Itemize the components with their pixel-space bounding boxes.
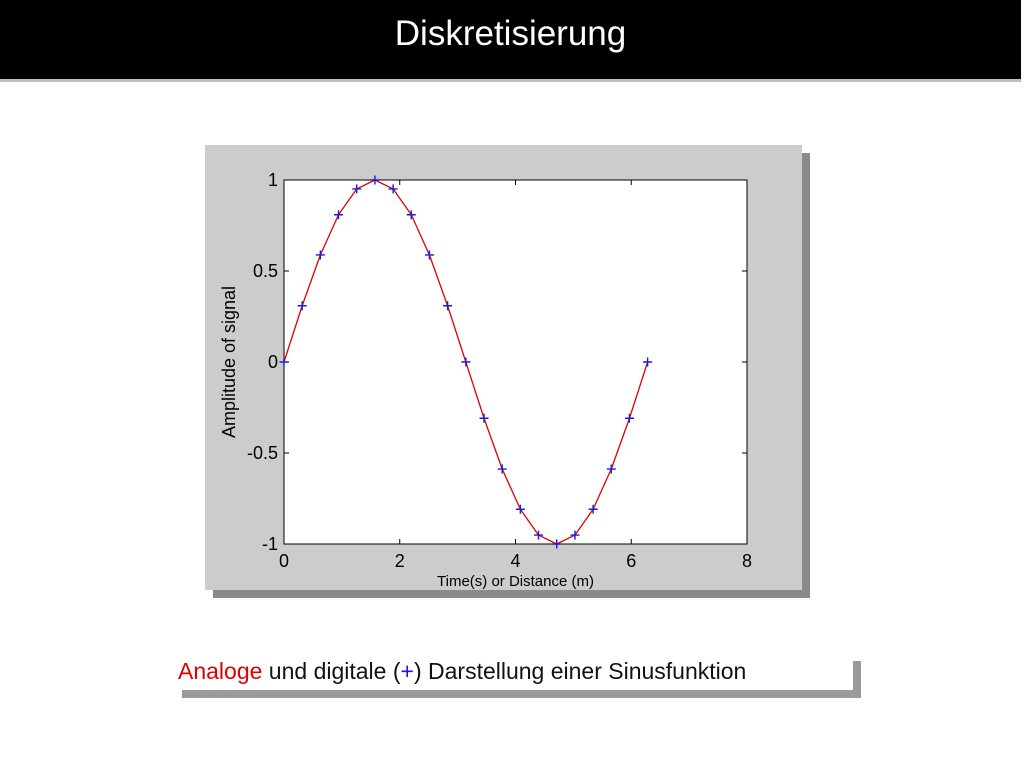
digital-sample-marker: [279, 357, 289, 367]
y-axis-label: Amplitude of signal: [219, 286, 239, 438]
x-tick-label: 0: [279, 551, 289, 571]
x-tick-label: 8: [742, 551, 752, 571]
digital-sample-marker: [461, 357, 471, 367]
y-tick-label: 0.5: [253, 261, 278, 281]
digital-sample-marker: [370, 175, 380, 185]
digital-sample-marker: [624, 413, 634, 423]
caption-end: ) Darstellung einer Sinusfunktion: [413, 658, 747, 684]
digital-sample-marker: [334, 210, 344, 220]
caption-plus-symbol: +: [400, 658, 414, 684]
digital-sample-marker: [315, 250, 325, 260]
y-tick-label: -1: [262, 534, 278, 554]
digital-sample-marker: [352, 184, 362, 194]
digital-sample-marker: [497, 464, 507, 474]
x-tick-label: 4: [510, 551, 520, 571]
plot-area: [283, 179, 748, 545]
digital-sample-marker: [515, 504, 525, 514]
digital-sample-marker: [570, 530, 580, 540]
digital-sample-marker: [643, 357, 653, 367]
x-tick-label: 6: [626, 551, 636, 571]
sine-chart: 0 2 4 6 8 -1 -0.5 0 0.5 1 Time(s) or Distance (m) A…: [219, 170, 752, 590]
y-tick-label: -0.5: [247, 443, 278, 463]
digital-sample-marker: [406, 210, 416, 220]
caption-box: Analoge und digitale (+) Darstellung ein…: [174, 655, 853, 690]
digital-sample-marker: [443, 301, 453, 311]
digital-sample-marker: [588, 504, 598, 514]
digital-sample-marker: [424, 250, 434, 260]
caption-middle: und digitale (: [262, 658, 401, 684]
digital-sample-marker: [479, 413, 489, 423]
x-axis-label: Time(s) or Distance (m): [437, 573, 594, 590]
y-tick-label: 0: [268, 352, 278, 372]
slide-title: Diskretisierung: [394, 14, 627, 53]
x-tick-label: 2: [395, 551, 405, 571]
digital-sample-marker: [552, 539, 562, 549]
digital-sample-marker: [297, 301, 307, 311]
digital-sample-marker: [606, 464, 616, 474]
figure-panel: 0 2 4 6 8 -1 -0.5 0 0.5 1 Time(s) or Distance (m) A…: [205, 145, 802, 590]
caption: Analoge und digitale (+) Darstellung ein…: [178, 658, 746, 685]
title-bar: Diskretisierung: [0, 0, 1021, 82]
digital-sample-marker: [388, 184, 398, 194]
caption-analog-word: Analoge: [178, 658, 263, 684]
y-tick-label: 1: [268, 170, 278, 190]
digital-sample-marker: [534, 530, 544, 540]
